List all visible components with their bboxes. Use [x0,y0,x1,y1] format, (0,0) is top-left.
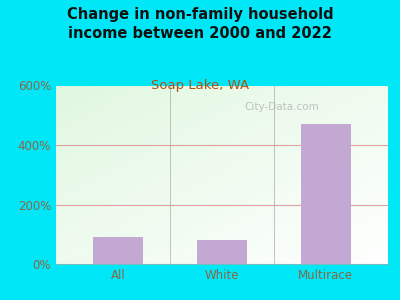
Bar [93,237,143,264]
Text: Change in non-family household
income between 2000 and 2022: Change in non-family household income be… [67,8,333,41]
Bar [197,240,247,264]
Bar [301,124,351,264]
Text: City-Data.com: City-Data.com [244,102,319,112]
Text: Soap Lake, WA: Soap Lake, WA [151,80,249,92]
